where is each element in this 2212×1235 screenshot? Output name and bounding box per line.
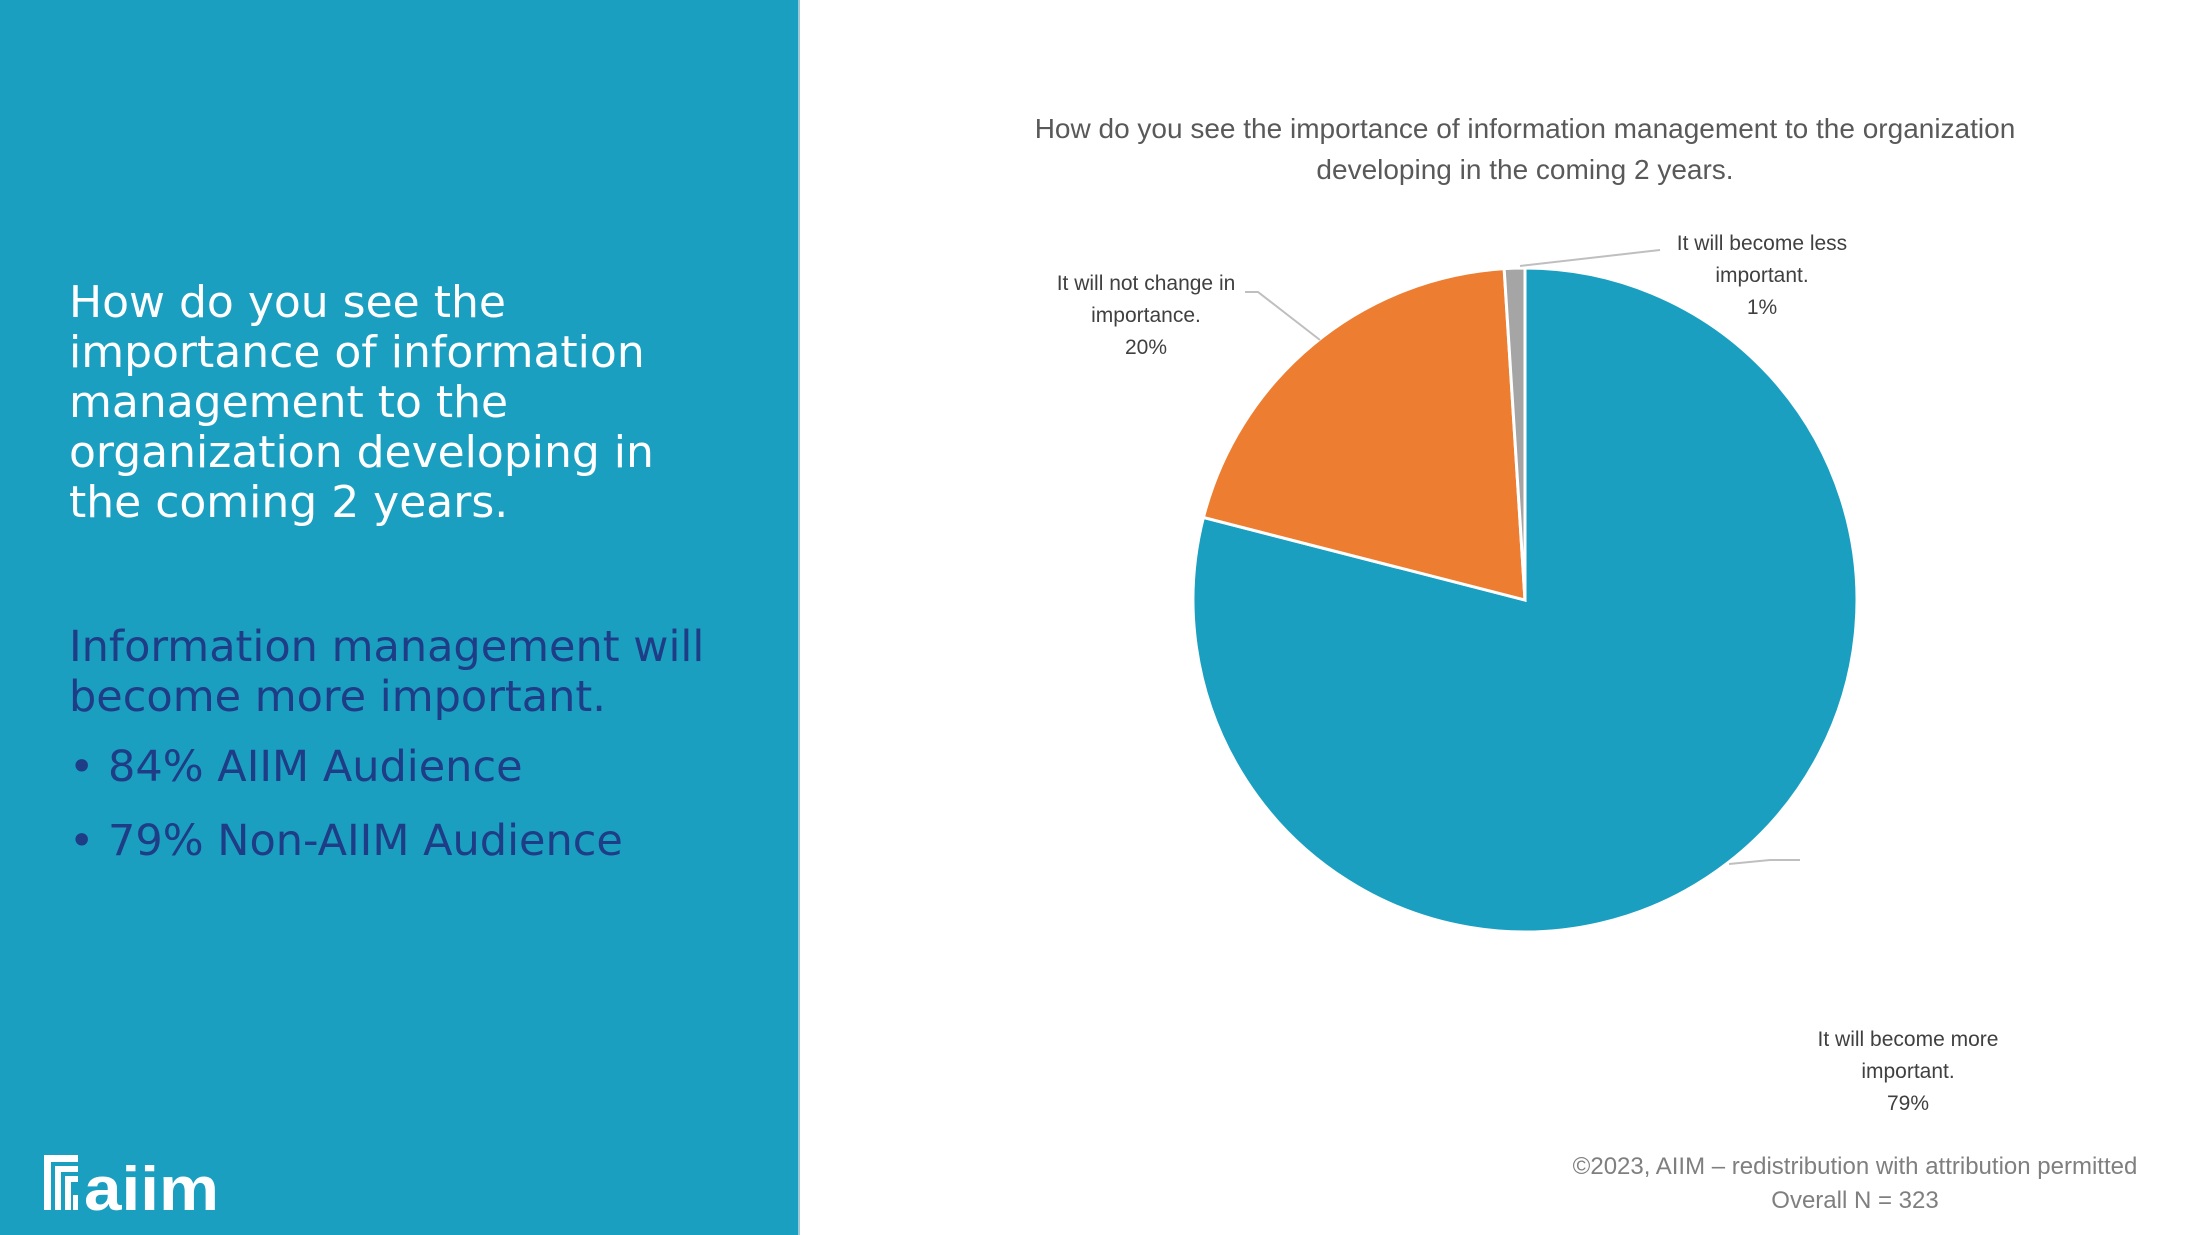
- chart-title: How do you see the importance of informa…: [1034, 113, 2016, 185]
- label-no-change: It will not change in importance. 20%: [1030, 268, 1262, 364]
- sample-size: Overall N = 323: [1771, 1187, 1939, 1214]
- label-more-important: It will become more important. 79%: [1788, 1024, 2028, 1120]
- left-title: How do you see the importance of informa…: [69, 277, 654, 528]
- label-text: It will not change in importance.: [1056, 272, 1236, 327]
- bullet-aiim: • 84% AIIM Audience: [69, 742, 523, 792]
- leader-line-2: [1519, 249, 1661, 267]
- panel-divider: [798, 0, 800, 1235]
- label-value: 20%: [1124, 336, 1168, 359]
- bullet-non-aiim: • 79% Non-AIIM Audience: [69, 816, 623, 866]
- footer: ©2023, AIIM – redistribution with attrib…: [1300, 1150, 2212, 1218]
- left-panel: [0, 0, 798, 1235]
- label-value: 1%: [1746, 296, 1778, 319]
- label-value: 79%: [1886, 1092, 1930, 1115]
- leader-line-0: [1728, 859, 1800, 865]
- label-less-important: It will become less important. 1%: [1655, 228, 1869, 324]
- pie-slice-2: [1502, 266, 1527, 601]
- key-finding: Information management will become more …: [69, 622, 705, 722]
- label-text: It will become more important.: [1817, 1028, 1999, 1083]
- aiim-logo: aiim: [44, 1155, 224, 1224]
- label-text: It will become less important.: [1676, 232, 1848, 287]
- copyright: ©2023, AIIM – redistribution with attrib…: [1572, 1153, 2138, 1180]
- pie-slice-0: [1191, 266, 1859, 934]
- svg-text:aiim: aiim: [84, 1155, 219, 1211]
